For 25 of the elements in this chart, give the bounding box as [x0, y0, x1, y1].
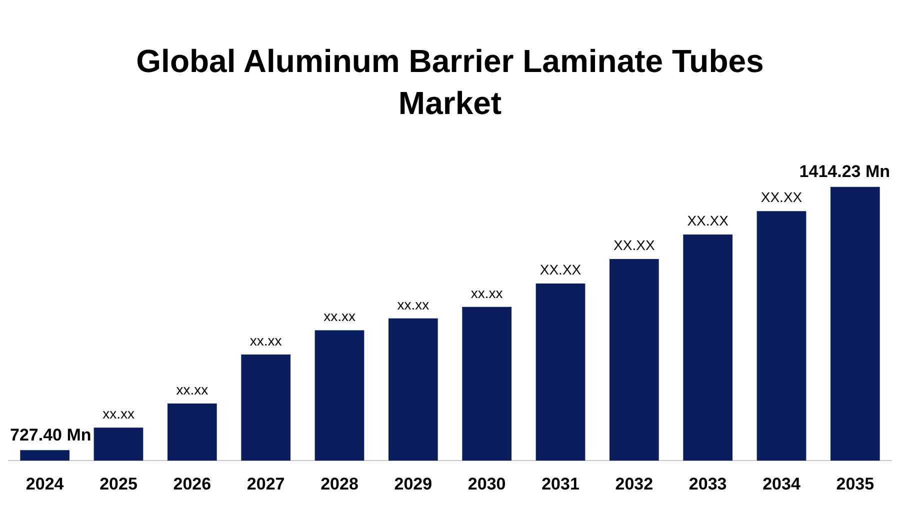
x-tick-label: 2034: [762, 474, 801, 494]
data-label: xx.xx: [250, 332, 282, 348]
data-label: xx.xx: [176, 381, 208, 398]
data-label: xx.xx: [470, 284, 503, 301]
data-label: xx.xx: [324, 308, 356, 324]
data-label: XX.XX: [540, 261, 582, 278]
x-tick-label: 2031: [542, 474, 580, 494]
data-label: xx.xx: [397, 296, 430, 312]
data-label: 1414.23 Mn: [799, 162, 890, 182]
data-label: XX.XX: [614, 236, 656, 253]
x-tick-label: 2028: [320, 474, 358, 494]
data-label: XX.XX: [760, 188, 803, 205]
x-tick-label: 2025: [100, 474, 138, 494]
x-tick-label: 2029: [394, 474, 432, 494]
data-label: 727.40 Mn: [10, 425, 92, 444]
data-label: xx.xx: [102, 406, 134, 422]
x-tick-label: 2027: [246, 474, 285, 494]
x-tick-label: 2026: [173, 474, 212, 494]
x-tick-label: 2030: [468, 474, 506, 494]
x-tick-label: 2035: [836, 474, 874, 494]
chart-title: Global Aluminum Barrier Laminate Tubes Market: [135, 42, 765, 123]
x-tick-label: 2032: [615, 474, 654, 494]
x-tick-label: 2033: [688, 474, 727, 494]
x-tick-label: 2024: [26, 474, 64, 494]
data-label: XX.XX: [687, 212, 730, 228]
